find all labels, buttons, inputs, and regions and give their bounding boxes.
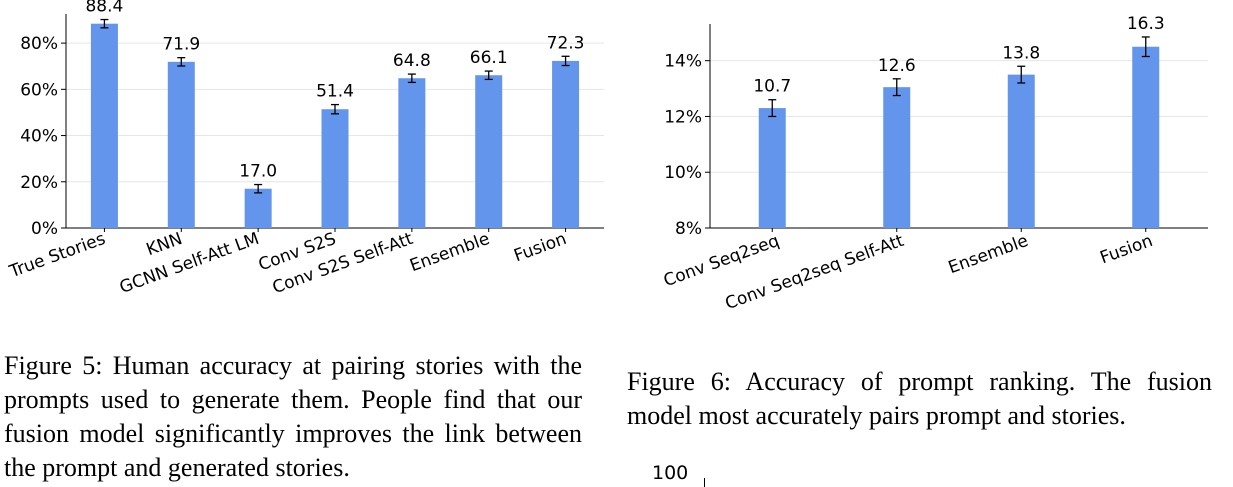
bar [321, 109, 349, 228]
bar [90, 23, 118, 228]
value-label: 13.8 [1002, 43, 1040, 63]
value-label: 16.3 [1127, 14, 1165, 34]
y-tick-label: 14% [664, 52, 702, 72]
y-tick-label: 8% [675, 219, 702, 239]
next-figure-tick-mark [704, 478, 705, 487]
value-label: 10.7 [753, 77, 791, 97]
bar [475, 75, 503, 228]
x-tick-label: Fusion [1098, 231, 1156, 268]
bar [758, 108, 786, 228]
bar [552, 60, 580, 229]
x-tick-label: GCNN Self-Att LM [117, 229, 262, 298]
x-tick-label: Ensemble [946, 231, 1031, 278]
value-label: 17.0 [239, 162, 277, 182]
y-tick-label: 12% [664, 107, 702, 127]
next-figure-tick-label: 100 [652, 462, 689, 484]
figure-6-caption: Figure 6: Accuracy of prompt ranking. Th… [627, 367, 1212, 430]
y-tick-label: 40% [20, 127, 58, 147]
bar [398, 78, 426, 229]
value-label: 51.4 [316, 82, 354, 102]
bar [1132, 46, 1160, 229]
value-label: 12.6 [878, 56, 916, 76]
y-tick-label: 60% [20, 80, 58, 100]
x-tick-label: Fusion [511, 229, 569, 266]
x-tick-label: Ensemble [407, 229, 492, 276]
bar [167, 61, 195, 228]
value-label: 71.9 [162, 35, 200, 55]
value-label: 64.8 [393, 51, 431, 71]
y-tick-label: 20% [20, 173, 58, 193]
bar [244, 188, 272, 228]
figure-5-caption: Figure 5: Human accuracy at pairing stor… [4, 351, 582, 482]
x-tick-label: KNN [144, 229, 185, 260]
value-label: 88.4 [85, 0, 123, 17]
y-tick-label: 80% [20, 34, 58, 54]
bar [883, 87, 911, 229]
y-tick-label: 0% [31, 219, 58, 239]
value-label: 66.1 [470, 48, 508, 68]
value-label: 72.3 [547, 33, 585, 53]
y-tick-label: 10% [664, 163, 702, 183]
bar [1007, 74, 1035, 228]
